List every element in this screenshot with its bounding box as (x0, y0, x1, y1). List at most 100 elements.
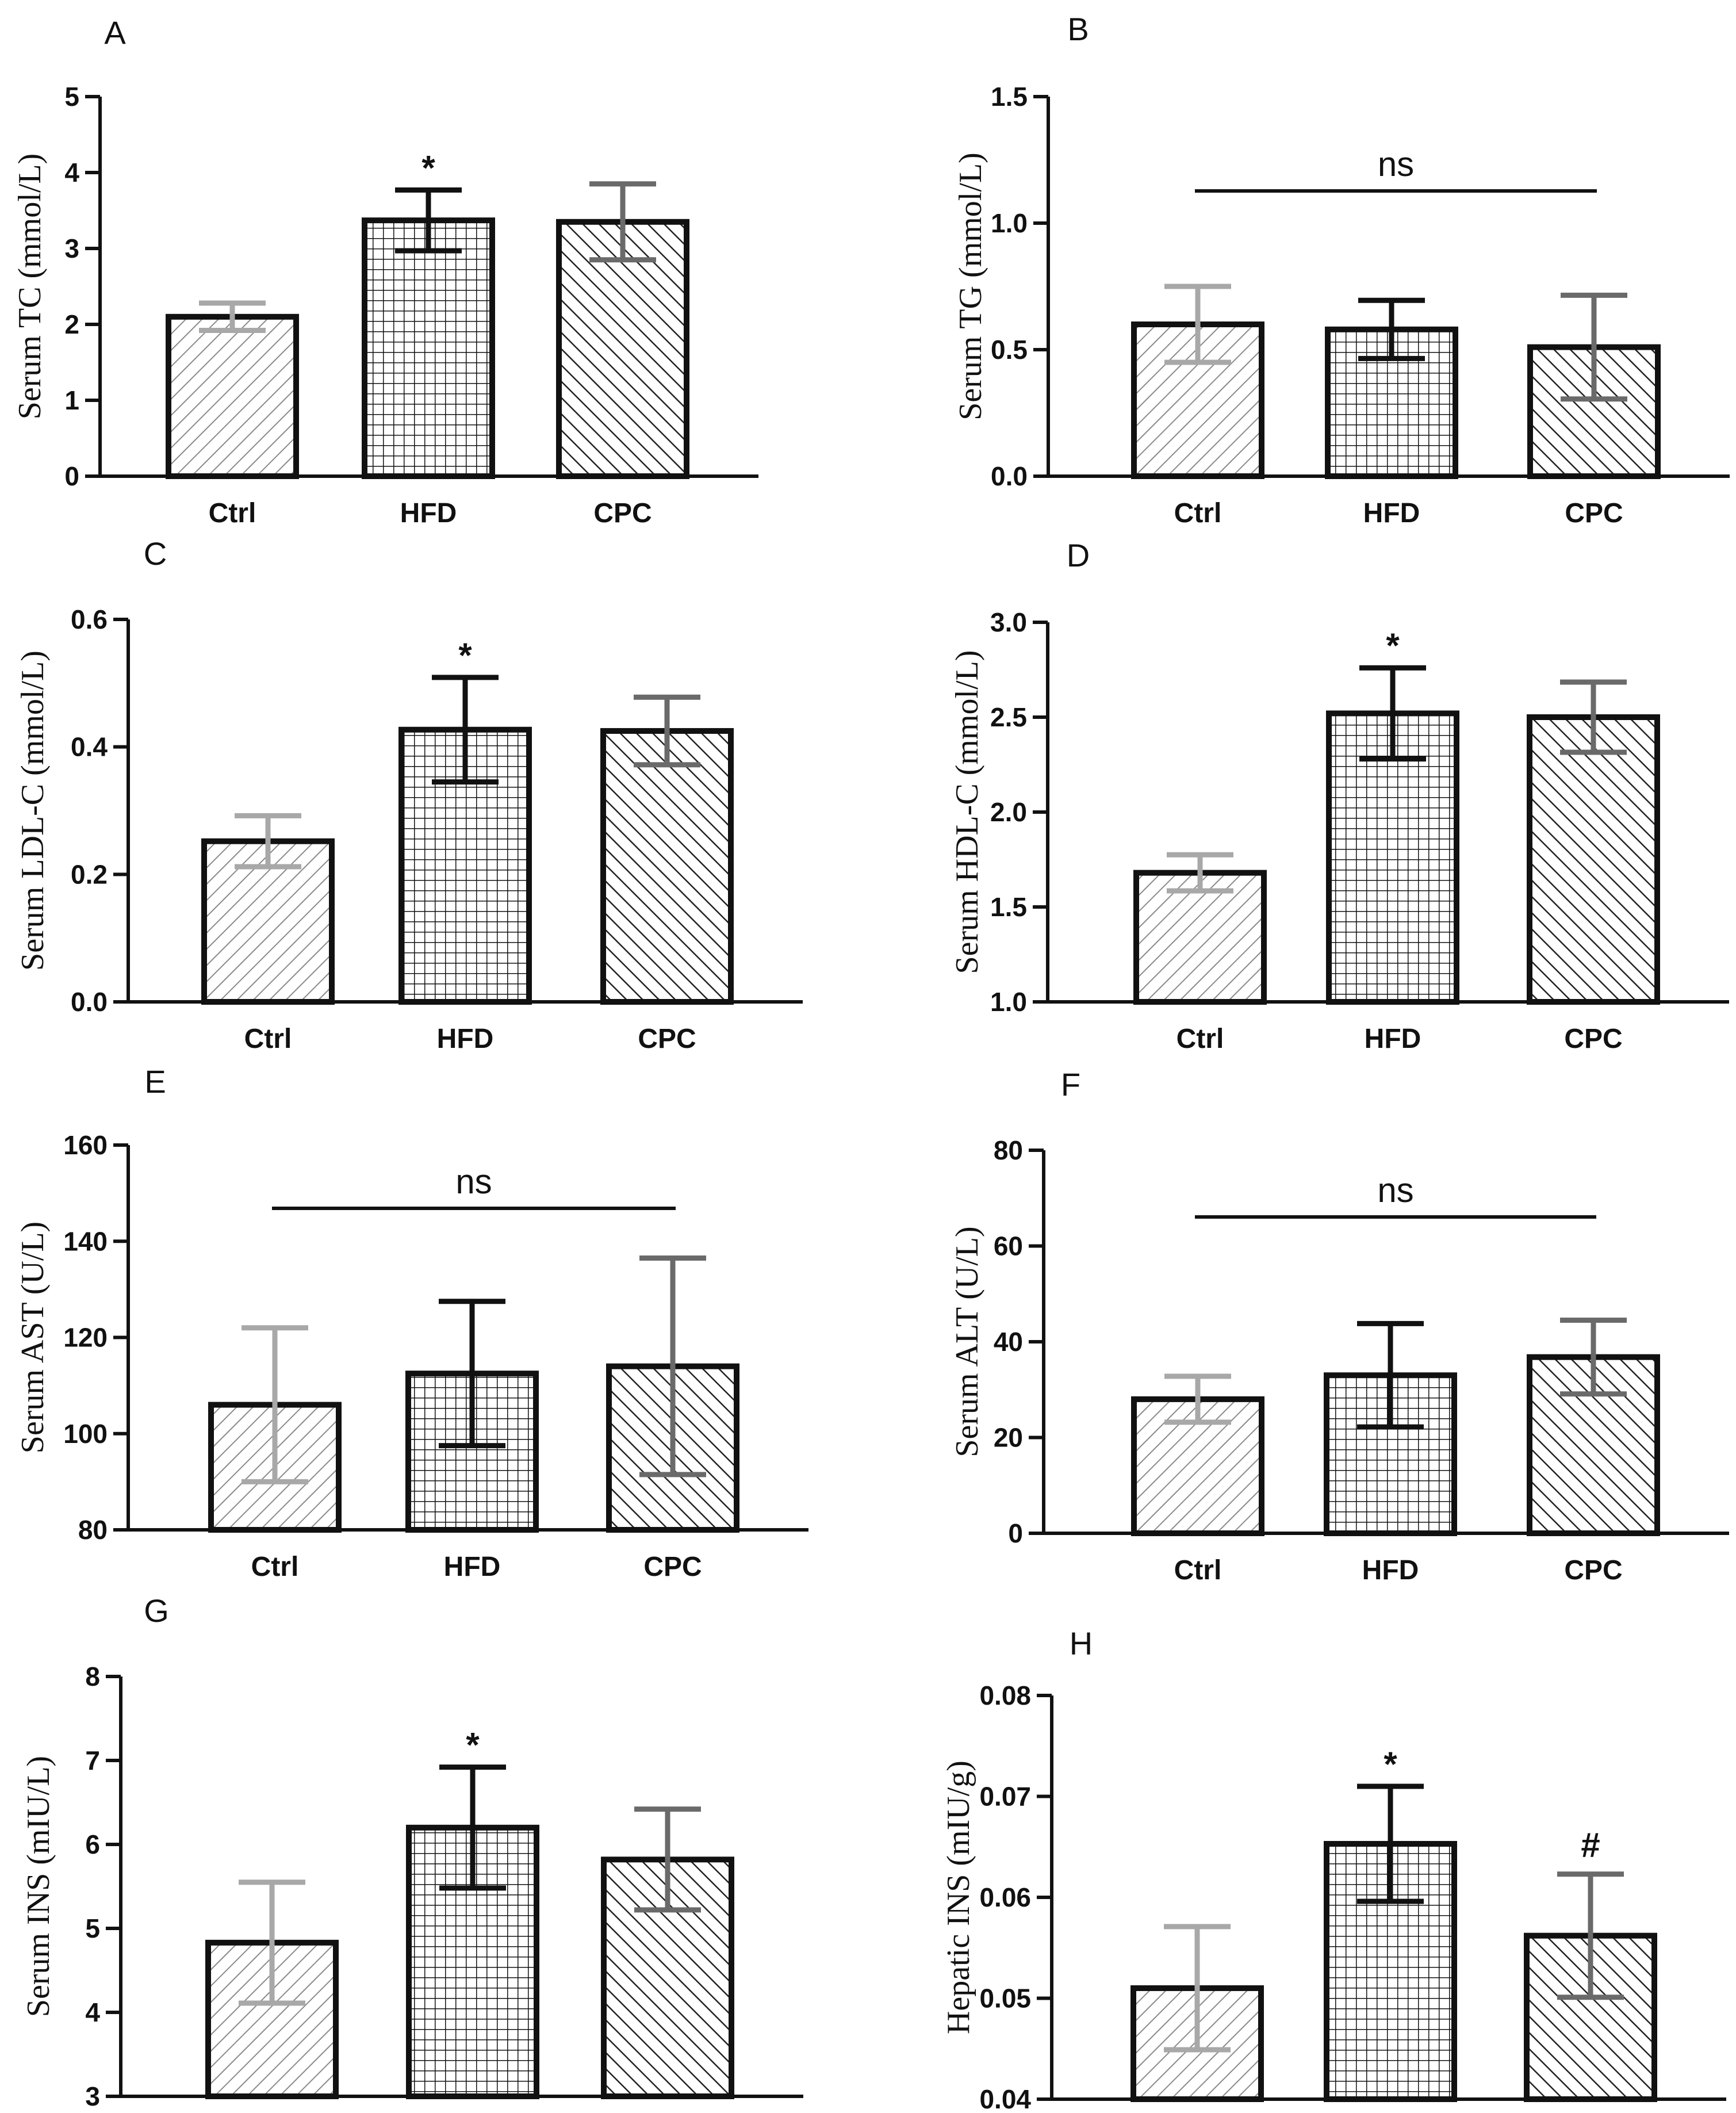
y-tick-label: 1.5 (991, 82, 1028, 112)
error-bar-hfd (439, 1299, 505, 1449)
bar-cpc (1527, 714, 1660, 1005)
y-axis-title: Serum INS (mIU/L) (21, 1756, 56, 2017)
y-tick-label: 0.4 (71, 732, 108, 762)
y-tick-label: 5 (85, 1913, 100, 1943)
error-bar-hfd (1359, 665, 1426, 762)
y-axis-title: Serum HDL-C (mmol/L) (949, 650, 985, 974)
y-axis-title: Serum TG (mmol/L) (953, 152, 988, 420)
y-tick-label: 4 (85, 1997, 100, 2027)
error-bar-cpc (1557, 1871, 1624, 2000)
x-tick-label: Ctrl (1174, 498, 1222, 529)
x-tick-label: CPC (1565, 498, 1623, 529)
panel-e: E Serum AST (U/L) 80 100 120 140 160 Ctrl HFD CPC… (15, 1063, 808, 1582)
y-tick-label: 0.08 (979, 1681, 1031, 1710)
y-tick-label: 3 (85, 2081, 100, 2111)
x-tick-label: HFD (444, 1552, 501, 1582)
x-tick-label: Ctrl (209, 498, 256, 529)
y-tick-label: 1.0 (990, 987, 1027, 1017)
y-tick-label: 20 (994, 1423, 1023, 1453)
y-tick-label: 6 (85, 1829, 100, 1859)
y-tick-label: 2 (64, 309, 79, 339)
x-tick-label: Ctrl (244, 1024, 292, 1054)
error-bar-ctrl (242, 1325, 308, 1484)
bar-cpc (600, 728, 734, 1005)
y-tick-label: 160 (63, 1130, 108, 1160)
error-bar-hfd (432, 675, 499, 785)
x-tick-label: HFD (1363, 498, 1420, 529)
y-axis-title: Serum ALT (U/L) (949, 1226, 985, 1457)
error-bar-ctrl (1164, 1373, 1231, 1425)
error-bar-cpc (1560, 1318, 1627, 1397)
error-bar-ctrl (1167, 852, 1233, 894)
x-tick-label: Ctrl (251, 1552, 299, 1582)
significance-mark: * (1384, 1745, 1397, 1783)
significance-mark: * (466, 1726, 480, 1764)
significance-ns: ns (455, 1162, 492, 1201)
panel-f: F Serum ALT (U/L) 0 20 40 60 80 Ctrl HFD CPC ns (949, 1066, 1729, 1586)
y-tick-label: 4 (64, 158, 79, 187)
y-tick-label: 0 (1008, 1518, 1023, 1548)
panel-label: D (1067, 537, 1090, 573)
error-bar-hfd (1357, 1783, 1424, 1904)
panel-label: F (1061, 1066, 1080, 1103)
y-tick-label: 2.0 (990, 797, 1027, 827)
y-axis-title: Serum LDL-C (mmol/L) (15, 650, 51, 971)
panel-label: H (1070, 1625, 1093, 1662)
y-tick-label: 2.5 (990, 702, 1027, 732)
error-bar-hfd (1357, 1320, 1424, 1430)
error-bar-cpc (589, 181, 656, 263)
y-tick-label: 0.6 (71, 604, 108, 634)
significance-ns: ns (1377, 1171, 1413, 1209)
y-tick-label: 120 (63, 1323, 108, 1353)
x-tick-label: Ctrl (1174, 1555, 1222, 1586)
error-bar-hfd (395, 187, 462, 254)
x-tick-label: CPC (643, 1552, 702, 1582)
significance-mark: # (1581, 1826, 1600, 1865)
bar-cpc (556, 219, 689, 479)
y-tick-label: 80 (78, 1515, 108, 1545)
panel-h: H Hepatic INS (mIU/g) 0.04 0.05 0.06 0.07 0.08… (941, 1625, 1726, 2113)
error-bar-cpc (639, 1255, 706, 1477)
y-tick-label: 140 (63, 1226, 108, 1256)
x-tick-label: HFD (437, 1024, 494, 1054)
error-bar-ctrl (239, 1880, 305, 2006)
y-tick-label: 8 (85, 1662, 100, 1691)
panel-b: B Serum TG (mmol/L) 0.0 0.5 1.0 1.5 Ctrl HFD CPC… (953, 11, 1730, 529)
bar-ctrl (166, 313, 299, 479)
y-axis-title: Serum AST (U/L) (15, 1222, 51, 1453)
panel-label: C (144, 535, 167, 572)
y-tick-label: 0.0 (71, 987, 108, 1017)
error-bar-ctrl (199, 300, 266, 334)
y-axis-title: Hepatic INS (mIU/g) (941, 1760, 976, 2034)
y-tick-label: 1.5 (990, 892, 1027, 922)
error-bar-cpc (634, 1806, 701, 1913)
y-tick-label: 0.2 (71, 859, 108, 889)
error-bar-cpc (1560, 679, 1627, 755)
y-tick-label: 0.07 (979, 1782, 1031, 1812)
error-bar-ctrl (1164, 284, 1231, 365)
error-bar-cpc (634, 694, 700, 768)
y-axis-title: Serum TC (mmol/L) (12, 154, 48, 420)
error-bar-hfd (1358, 297, 1425, 361)
y-tick-label: 0.05 (979, 1984, 1031, 2014)
y-tick-label: 0.5 (991, 335, 1028, 365)
x-tick-label: HFD (1365, 1024, 1421, 1054)
y-tick-label: 0.06 (979, 1882, 1031, 1912)
bar-hfd (1325, 326, 1458, 479)
significance-ns: ns (1378, 145, 1414, 183)
error-bar-ctrl (235, 813, 301, 870)
significance-mark: * (421, 148, 435, 187)
significance-mark: * (1386, 626, 1400, 665)
panel-a: A Serum TC (mmol/L) 0 1 2 3 4 5 Ctrl HFD CPC * (12, 14, 758, 529)
y-tick-label: 100 (63, 1419, 108, 1449)
panel-label: A (104, 14, 126, 51)
bar-hfd (362, 217, 495, 479)
x-tick-label: CPC (1564, 1024, 1622, 1054)
y-tick-label: 7 (85, 1745, 100, 1775)
y-tick-label: 5 (64, 82, 79, 112)
x-tick-label: HFD (1362, 1555, 1419, 1586)
error-bar-cpc (1561, 292, 1627, 402)
x-tick-label: CPC (593, 498, 652, 529)
